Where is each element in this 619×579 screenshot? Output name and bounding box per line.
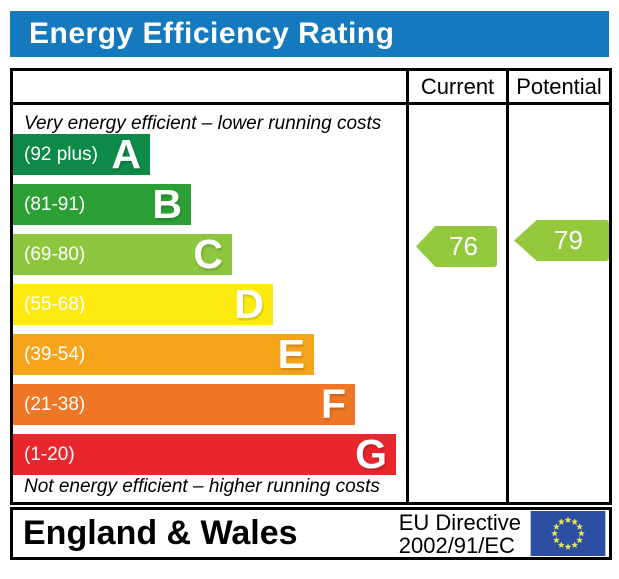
- bands-column-header: [13, 71, 406, 102]
- band-letter: A: [111, 131, 141, 177]
- potential-column-header: Potential: [506, 71, 609, 102]
- band-letter: D: [234, 281, 264, 327]
- band-letter: E: [277, 331, 305, 377]
- band-range-label: (1-20): [24, 443, 75, 465]
- table-header-row: Current Potential: [13, 71, 609, 105]
- band-range-label: (92 plus): [24, 143, 98, 165]
- chart-body: Very energy efficient – lower running co…: [13, 105, 609, 502]
- band-g: (1-20) G: [13, 434, 396, 475]
- current-column-header: Current: [406, 71, 506, 102]
- band-d: (55-68) D: [13, 284, 273, 325]
- chart-title-banner: Energy Efficiency Rating: [10, 11, 609, 57]
- band-range-label: (39-54): [24, 343, 86, 365]
- rating-bands-column: Very energy efficient – lower running co…: [13, 105, 406, 502]
- band-f: (21-38) F: [13, 384, 355, 425]
- band-range-label: (81-91): [24, 193, 86, 215]
- region-label: England & Wales: [23, 514, 298, 552]
- footer-bar: England & Wales EU Directive 2002/91/EC: [10, 507, 612, 560]
- band-letter: C: [193, 231, 223, 277]
- potential-rating-value: 79: [554, 225, 583, 255]
- band-letter: B: [152, 181, 182, 227]
- current-rating-value: 76: [449, 231, 478, 261]
- band-letter: F: [320, 381, 346, 427]
- eu-directive-line2: 2002/91/EC: [398, 532, 515, 558]
- band-range-label: (55-68): [24, 293, 86, 315]
- current-rating-arrow: 76: [416, 226, 497, 267]
- potential-rating-arrow: 79: [514, 220, 609, 261]
- band-b: (81-91) B: [13, 184, 191, 225]
- eu-flag-icon: [530, 511, 606, 556]
- rating-table: Current Potential Very energy efficient …: [10, 68, 612, 505]
- band-range-label: (21-38): [24, 393, 86, 415]
- band-letter: G: [355, 431, 387, 477]
- band-a: (92 plus) A: [13, 134, 150, 175]
- bottom-note: Not energy efficient – higher running co…: [24, 476, 380, 497]
- current-value-column: 76: [406, 105, 506, 502]
- eu-directive-line1: EU Directive: [398, 509, 521, 535]
- band-c: (69-80) C: [13, 234, 232, 275]
- top-note: Very energy efficient – lower running co…: [24, 113, 382, 134]
- band-range-label: (69-80): [24, 243, 86, 265]
- eu-directive-text: EU Directive 2002/91/EC: [399, 511, 521, 557]
- potential-value-column: 79: [506, 105, 609, 502]
- band-e: (39-54) E: [13, 334, 314, 375]
- chart-title: Energy Efficiency Rating: [29, 17, 395, 50]
